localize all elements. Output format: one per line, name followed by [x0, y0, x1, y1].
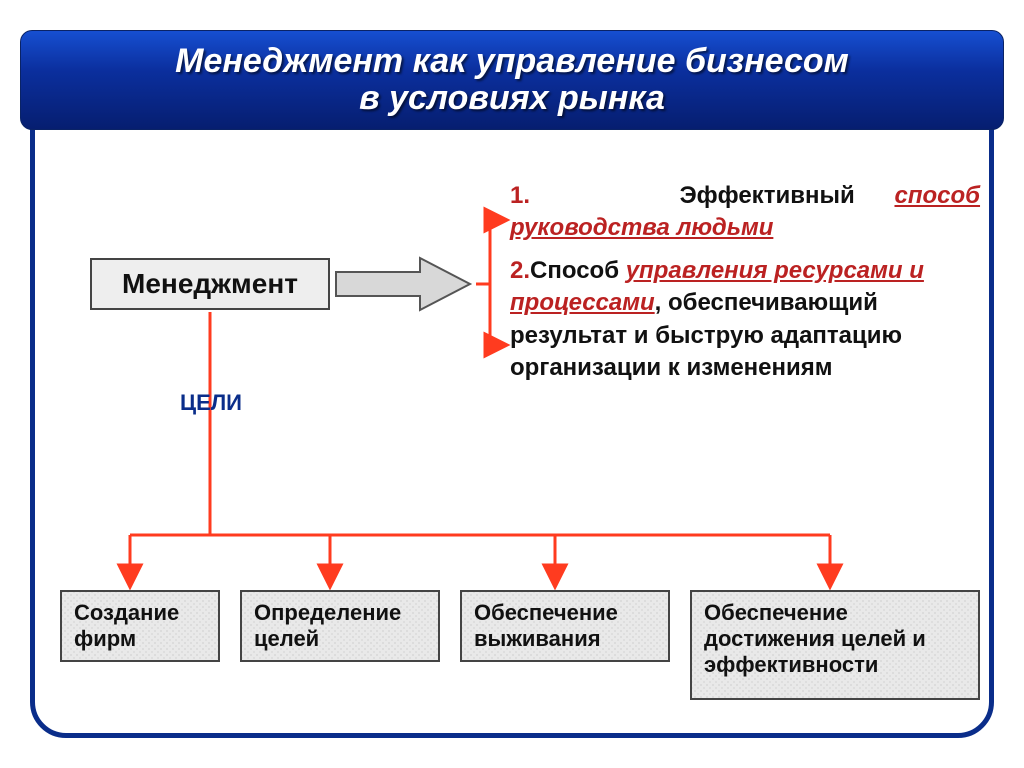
goal-box-1: Создание фирм — [60, 590, 220, 662]
goal-box-4-label: Обеспечение достижения целей и эффективн… — [704, 600, 926, 677]
management-label: Менеджмент — [122, 268, 298, 299]
goal-box-4: Обеспечение достижения целей и эффективн… — [690, 590, 980, 700]
definition-1-prefix: Эффективный — [680, 182, 895, 209]
definition-2-prefix: Способ — [530, 257, 626, 284]
big-arrow-icon — [336, 258, 470, 310]
goal-box-2: Определение целей — [240, 590, 440, 662]
title-banner: Менеджмент как управление бизнесом в усл… — [20, 30, 1004, 130]
management-node: Менеджмент — [90, 258, 330, 310]
title-line-1: Менеджмент как управление бизнесом — [175, 43, 849, 80]
goals-label: ЦЕЛИ — [180, 390, 242, 416]
goal-box-2-label: Определение целей — [254, 600, 401, 651]
goal-box-3: Обеспечение выживания — [460, 590, 670, 662]
definitions-block: 1. Эффективный способ руководства людьми… — [510, 180, 980, 384]
definition-2-num: 2. — [510, 257, 530, 284]
definition-1-num: 1. — [510, 182, 530, 209]
definition-2: 2.Способ управления ресурсами и процесса… — [510, 255, 980, 385]
definition-bracket — [476, 220, 506, 345]
goal-box-1-label: Создание фирм — [74, 600, 179, 651]
definition-1: 1. Эффективный способ руководства людьми — [510, 180, 980, 245]
goal-box-3-label: Обеспечение выживания — [474, 600, 618, 651]
title-line-2: в условиях рынка — [359, 80, 665, 117]
